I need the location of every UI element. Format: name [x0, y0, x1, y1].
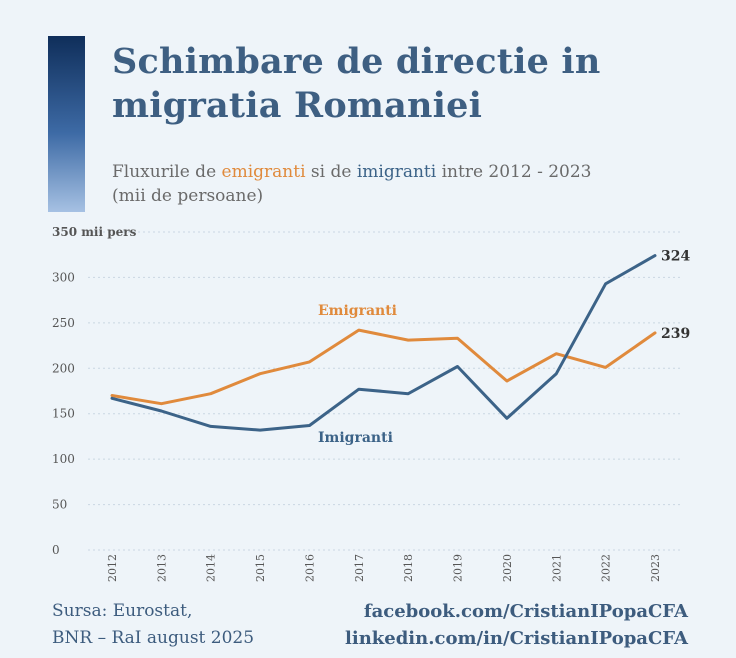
source-line-2: BNR – RaI august 2025 — [52, 628, 255, 648]
x-tick-label: 2016 — [303, 554, 316, 582]
subtitle-prefix: Fluxurile de — [112, 162, 222, 182]
y-tick-label: 300 — [52, 270, 75, 284]
subtitle-line-1: Fluxurile de emigranti si de imigranti i… — [112, 160, 592, 184]
subtitle-immigrants-word: imigranti — [356, 162, 437, 182]
subtitle-emigrants-word: emigranti — [221, 162, 306, 182]
facebook-link[interactable]: facebook.com/CristianIPopaCFA — [363, 601, 688, 622]
y-tick-label: 50 — [52, 498, 67, 512]
chart-title-line-1: Schimbare de directie in — [112, 41, 601, 82]
series-line-imigranti — [110, 254, 657, 432]
x-tick-label: 2018 — [402, 554, 415, 582]
title-accent-bar — [48, 36, 85, 212]
y-tick-label: 100 — [52, 452, 75, 466]
x-tick-label: 2014 — [205, 554, 218, 582]
source-note: Sursa: Eurostat, BNR – RaI august 2025 — [52, 598, 254, 652]
x-tick-label: 2023 — [649, 554, 662, 582]
author-credits: facebook.com/CristianIPopaCFA linkedin.c… — [345, 598, 688, 652]
x-tick-label: 2021 — [550, 554, 563, 582]
y-tick-label: 350 mii pers — [52, 225, 137, 239]
x-tick-label: 2017 — [353, 554, 366, 582]
end-value-label-emigranti: 239 — [661, 326, 690, 342]
subtitle-line-2: (mii de persoane) — [112, 186, 264, 206]
x-tick-label: 2022 — [600, 554, 613, 582]
chart-title-line-2: migratia Romaniei — [112, 85, 483, 126]
line-chart: 0 50 100 150 200 250 300 350 mii pers 2012 2013 20… — [52, 225, 690, 582]
series-label-emigranti: Emigranti — [318, 303, 397, 319]
series-label-imigranti: Imigranti — [318, 430, 393, 446]
x-tick-label: 2020 — [501, 554, 514, 582]
chart-title: Schimbare de directie in migratia Romani… — [112, 40, 601, 128]
y-tick-label: 0 — [52, 543, 60, 557]
x-tick-label: 2012 — [106, 554, 119, 582]
y-tick-label: 250 — [52, 316, 75, 330]
subtitle-middle: si de — [305, 162, 357, 182]
source-line-1: Sursa: Eurostat, — [52, 601, 193, 621]
chart-subtitle: Fluxurile de emigranti si de imigranti i… — [112, 160, 592, 208]
y-tick-label: 200 — [52, 361, 75, 375]
x-tick-label: 2015 — [254, 554, 267, 582]
x-tick-label: 2019 — [452, 554, 465, 582]
linkedin-link[interactable]: linkedin.com/in/CristianIPopaCFA — [345, 628, 688, 649]
x-tick-label: 2013 — [155, 554, 168, 582]
end-value-label-imigranti: 324 — [661, 249, 690, 265]
y-tick-label: 150 — [52, 407, 75, 421]
subtitle-suffix: intre 2012 - 2023 — [436, 162, 592, 182]
